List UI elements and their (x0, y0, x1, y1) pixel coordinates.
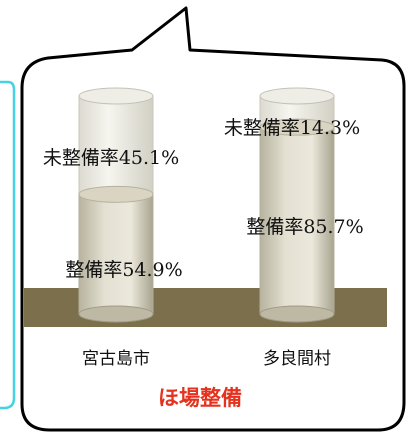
category-label-miyakojima: 宮古島市 (82, 349, 150, 369)
bar-top-1 (259, 87, 335, 105)
data-label-unmaintained-1: 未整備率14.3% (224, 117, 360, 139)
cylinders-layer (78, 87, 335, 323)
data-label-unmaintained-0: 未整備率45.1% (43, 147, 179, 169)
bar-base-1 (259, 305, 335, 323)
data-label-maintained-0: 整備率54.9% (65, 259, 182, 281)
category-label-taramason: 多良間村 (263, 349, 331, 369)
bar-top-0 (78, 87, 154, 105)
bar-fill-level-1 (259, 118, 335, 136)
background-panel (0, 80, 16, 410)
chart-caption: ほ場整備 (158, 386, 242, 410)
data-label-maintained-1: 整備率85.7% (246, 216, 363, 238)
bar-fill-level-0 (78, 185, 154, 203)
bar-unfilled-0 (78, 95, 154, 195)
bar-base-0 (78, 305, 154, 323)
bar-filled-1 (259, 126, 335, 315)
labels-layer: 未整備率45.1% 整備率54.9% 未整備率14.3% 整備率85.7% (43, 117, 364, 281)
bar-filled-0 (78, 193, 154, 315)
